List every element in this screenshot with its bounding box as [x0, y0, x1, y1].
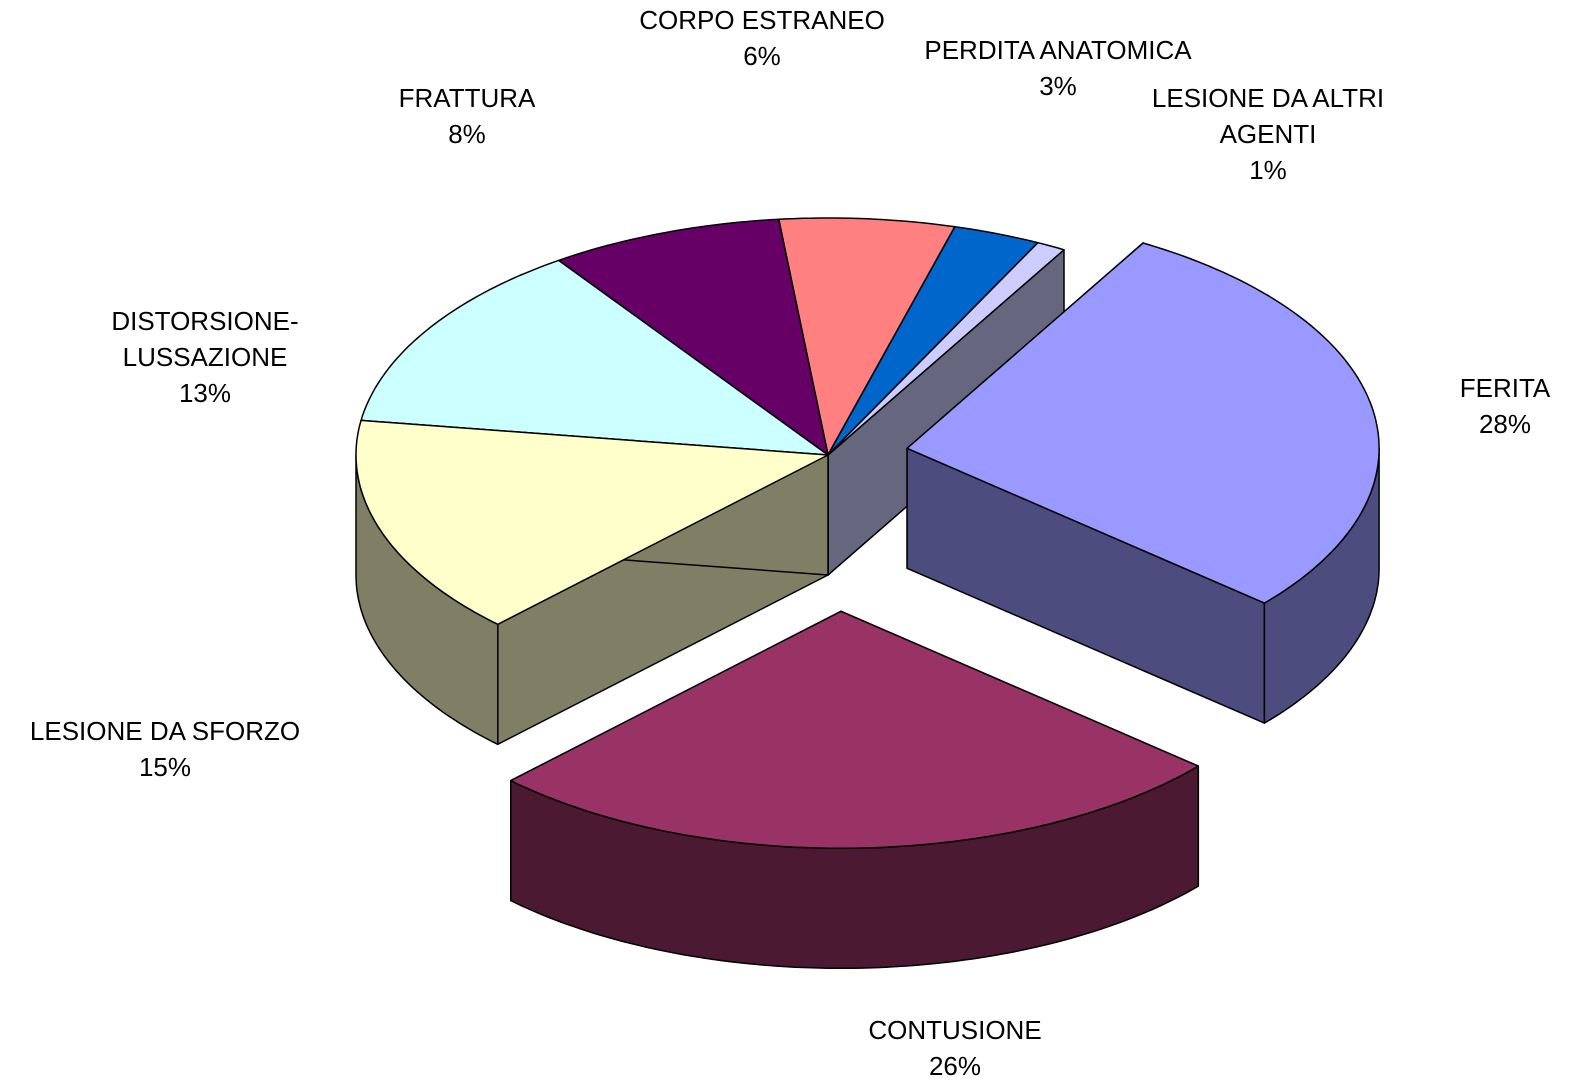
- slice-value-label: 28%: [1479, 409, 1531, 439]
- slice: [827, 241, 1065, 576]
- slice-value-label: 26%: [929, 1051, 981, 1081]
- slice-top: [906, 242, 1380, 604]
- slice-value-label: 6%: [743, 41, 781, 71]
- slice: [355, 419, 829, 746]
- slice-value-label: 15%: [139, 752, 191, 782]
- slice-label: FRATTURA: [399, 83, 536, 113]
- slice-value-label: 8%: [448, 119, 486, 149]
- slice-top: [827, 225, 1039, 456]
- slice-top: [355, 419, 829, 626]
- slice-top: [360, 259, 829, 456]
- slice-top: [557, 218, 829, 456]
- slice-label: PERDITA ANATOMICA: [924, 35, 1192, 65]
- slice-label: CONTUSIONE: [868, 1015, 1041, 1045]
- slice: [510, 610, 1200, 970]
- slice-top: [777, 217, 956, 456]
- slice-label: CORPO ESTRANEO: [639, 5, 885, 35]
- slice-top: [827, 241, 1065, 456]
- slice-value-label: 13%: [179, 378, 231, 408]
- slice-value-label: 3%: [1039, 71, 1077, 101]
- slice-value-label: 1%: [1249, 155, 1287, 185]
- slice: [906, 242, 1380, 724]
- slice-label: LESIONE DA SFORZO: [30, 716, 300, 746]
- slice-top: [510, 610, 1200, 850]
- slice-label: LESIONE DA ALTRI AGENTI: [1152, 83, 1384, 149]
- slice-label: FERITA: [1460, 373, 1551, 403]
- slice-label: DISTORSIONE-LUSSAZIONE: [111, 306, 298, 372]
